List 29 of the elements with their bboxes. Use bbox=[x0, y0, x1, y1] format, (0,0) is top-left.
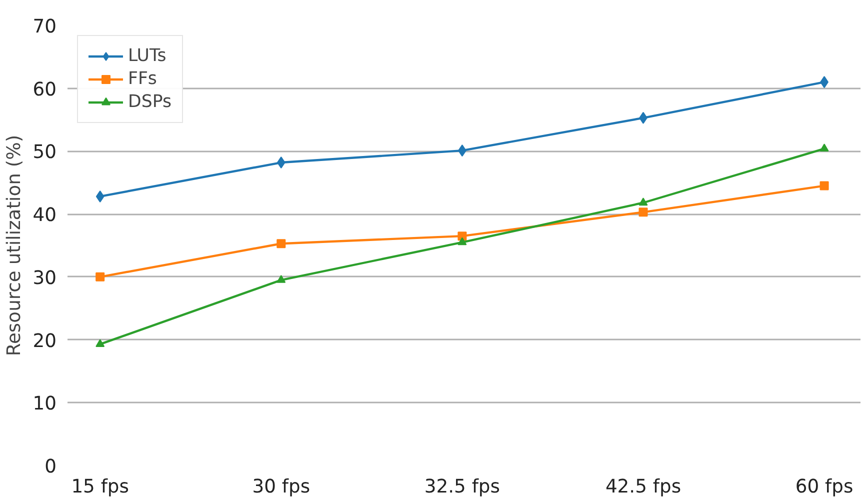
y-tick-label: 10 bbox=[32, 394, 57, 415]
legend-label: DSPs bbox=[128, 92, 172, 112]
point bbox=[96, 339, 105, 347]
y-tick-label: 60 bbox=[32, 79, 57, 100]
y-tick-label: 50 bbox=[32, 142, 57, 164]
x-tick-label: 42.5 fps bbox=[605, 476, 682, 498]
y-tick-label: 30 bbox=[32, 268, 57, 289]
y-tick-label: 20 bbox=[32, 330, 57, 352]
point bbox=[276, 239, 286, 248]
y-tick-label: 70 bbox=[32, 16, 57, 38]
point bbox=[458, 237, 467, 246]
point bbox=[276, 156, 286, 169]
point bbox=[276, 274, 286, 283]
y-tick-label: 0 bbox=[44, 456, 57, 478]
point bbox=[458, 232, 467, 241]
x-tick-label: 30 fps bbox=[252, 476, 310, 498]
y-axis-title: Resource utilization (%) bbox=[4, 134, 25, 356]
x-tick-label: 32.5 fps bbox=[424, 476, 500, 498]
point bbox=[96, 272, 105, 282]
x-tick-label: 60 fps bbox=[795, 476, 854, 498]
legend-label: LUTs bbox=[128, 46, 166, 66]
point bbox=[638, 208, 648, 217]
point bbox=[96, 190, 104, 202]
legend-label: FFs bbox=[128, 69, 157, 89]
point bbox=[820, 144, 829, 152]
point bbox=[820, 181, 829, 190]
point bbox=[638, 198, 648, 206]
x-tick-label: 15 fps bbox=[71, 476, 129, 498]
y-tick-label: 40 bbox=[32, 205, 57, 226]
